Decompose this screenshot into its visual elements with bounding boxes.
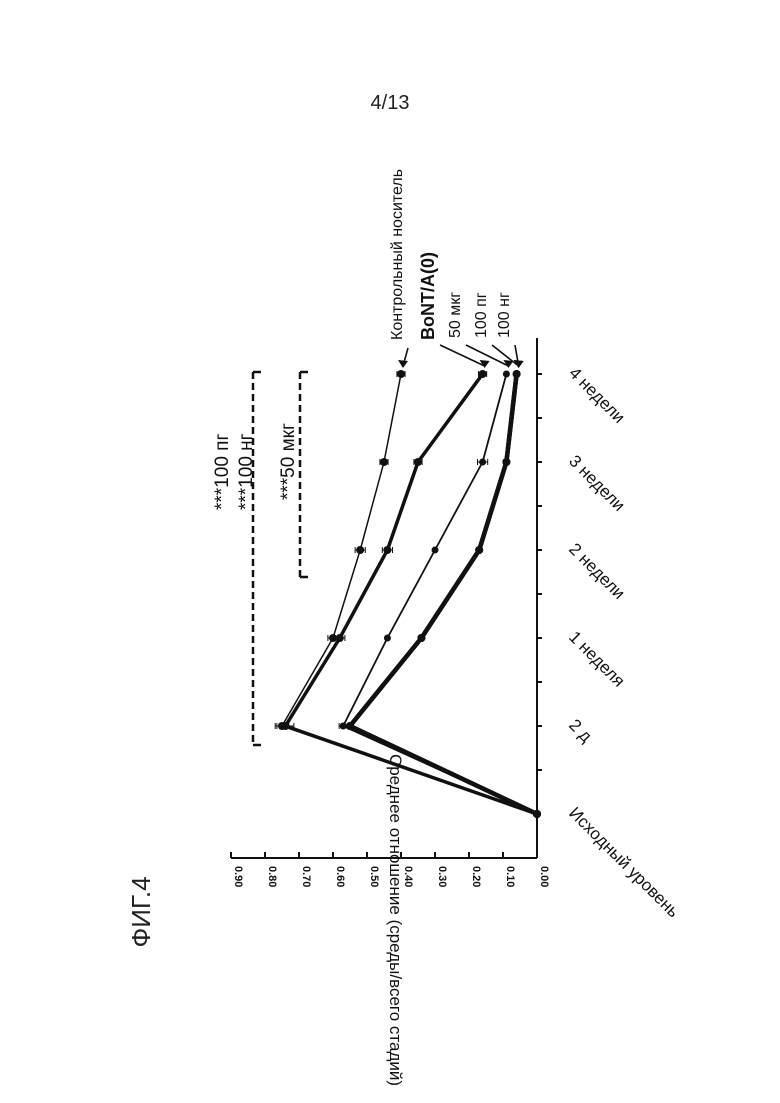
legend-label: 50 мкг: [447, 292, 464, 338]
significance-annotations: ***100 пг***100 нг ***50 мкг: [212, 372, 308, 745]
value-tick-label: 0.50: [368, 866, 380, 887]
significance-label: ***100 пг: [212, 434, 233, 510]
legend-label: BoNT/A(0): [418, 252, 438, 340]
legend: Контрольный носитель BoNT/A(0) 50 мкг 100 п…: [389, 169, 524, 368]
significance-label: ***50 мкг: [278, 423, 299, 500]
legend-label: 100 пг: [473, 292, 490, 338]
data-point: [346, 722, 354, 730]
category-label: 2 недели: [565, 539, 629, 603]
plot-area: [275, 370, 541, 818]
value-tick-label: 0.70: [300, 866, 312, 887]
value-tick-label: 0.10: [504, 866, 516, 887]
value-tick-label: 0.80: [266, 866, 278, 887]
data-point: [502, 458, 510, 466]
value-tick-label: 0.30: [436, 866, 448, 887]
category-label: 3 недели: [565, 451, 629, 515]
value-tick-label: 0.20: [470, 866, 482, 887]
category-label: 4 недели: [565, 363, 629, 427]
data-point: [513, 370, 521, 378]
legend-arrow: [440, 345, 485, 366]
data-point: [384, 635, 391, 642]
category-label: Исходный уровень: [565, 803, 683, 921]
value-tick-label: 0.60: [334, 866, 346, 887]
category-label: 1 неделя: [565, 627, 628, 690]
data-point: [475, 546, 483, 554]
significance-label: ***100 нг: [236, 433, 257, 510]
figure-label: ФИГ.4: [126, 876, 156, 947]
value-tick-label: 0.40: [402, 866, 414, 887]
legend-arrow-head: [398, 360, 408, 368]
data-point: [533, 810, 541, 818]
y-axis-title: Среднее отношение (среды/всего стадий): [386, 754, 405, 1086]
value-tick-label: 0.90: [232, 866, 244, 887]
value-tick-label: 0.00: [538, 866, 550, 887]
legend-label: Контрольный носитель: [389, 169, 406, 340]
series-line: [282, 374, 537, 814]
legend-label: 100 нг: [496, 292, 513, 338]
data-point: [432, 547, 439, 554]
data-point: [503, 371, 510, 378]
series-line: [350, 374, 537, 814]
data-point: [417, 634, 425, 642]
category-label: 2 д: [565, 715, 596, 746]
